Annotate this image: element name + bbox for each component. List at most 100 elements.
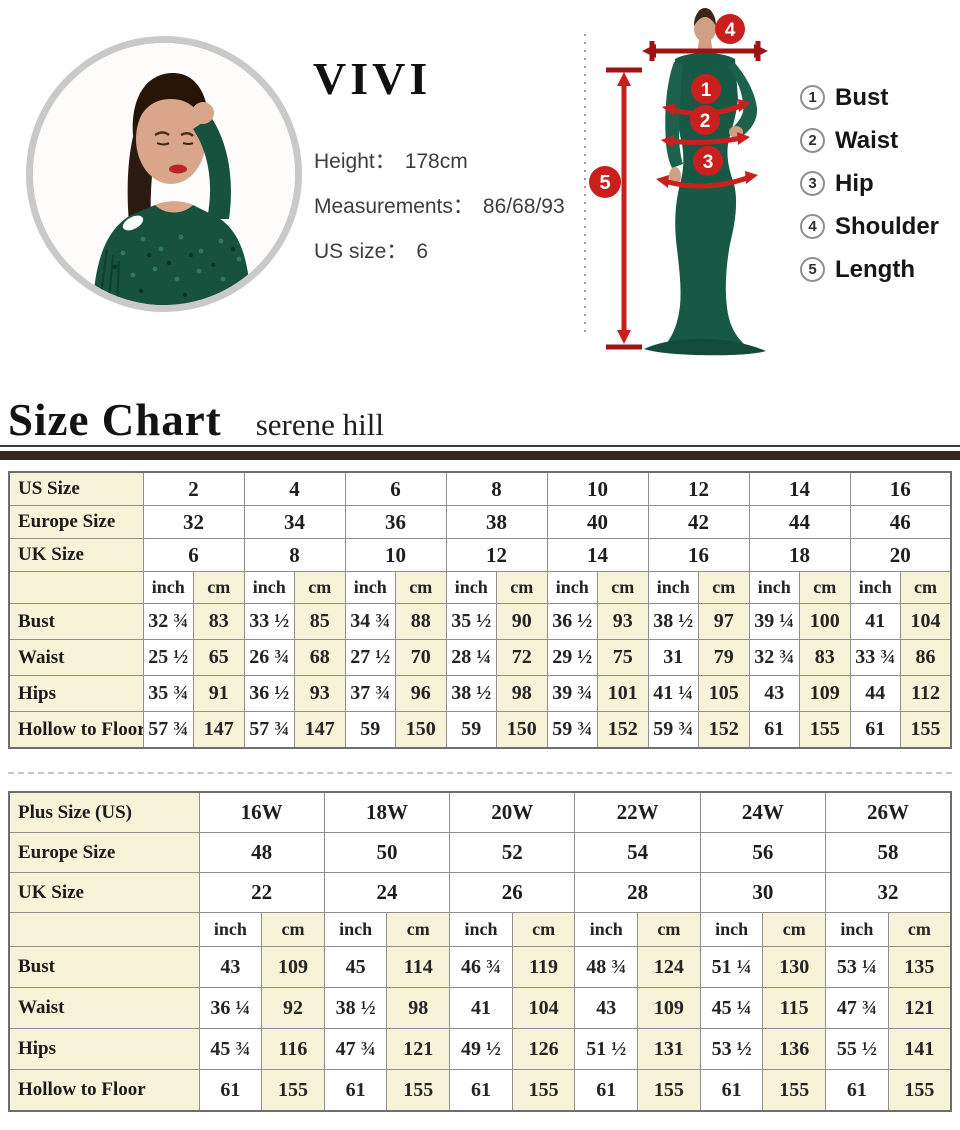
measurement-row: Waist 25 ½ 65 26 ¾ 68 27 ½ 70 28 ¼ 72 29 ½ 75 31 79 3…: [8, 639, 952, 676]
circled-number-icon: 4: [800, 214, 825, 239]
inch-value: 31: [647, 639, 699, 676]
unit-cm-header: cm: [887, 912, 952, 947]
measurement-row: Bust 32 ¾ 83 33 ½ 85 34 ¾ 88 35 ½ 90 36 ½ 93 38 ½ 97…: [8, 603, 952, 640]
cm-value: 92: [261, 987, 325, 1029]
legend-label: Shoulder: [835, 212, 940, 240]
cm-value: 116: [261, 1028, 325, 1070]
legend-label: Length: [835, 255, 915, 283]
hip-marker-circle: [693, 146, 723, 176]
cm-value: 97: [698, 603, 750, 640]
us-size-value: 6: [416, 240, 429, 263]
row-label: US Size: [8, 471, 144, 506]
legend-item-bust: 1 Bust: [800, 84, 939, 111]
size-value: 32: [142, 505, 245, 539]
measurement-row: Waist 36 ¼ 92 38 ½ 98 41 104 43 109 45 ¼ 115 47 ¾ 12…: [8, 987, 952, 1029]
unit-inch-header: inch: [449, 912, 513, 947]
inch-value: 33 ¾: [849, 639, 901, 676]
size-value: 38: [445, 505, 548, 539]
size-value: 26: [449, 872, 576, 913]
inch-value: 49 ½: [449, 1028, 513, 1070]
legend-item-length: 5 Length: [800, 256, 939, 283]
size-value: 28: [574, 872, 701, 913]
size-value: 56: [699, 832, 827, 873]
size-value: 54: [574, 832, 701, 873]
inch-value: 61: [699, 1069, 764, 1112]
size-value: 10: [546, 471, 649, 506]
row-label: Hips: [8, 1028, 200, 1070]
size-value: 20: [849, 538, 952, 572]
unit-cm-header: cm: [496, 571, 548, 604]
cm-value: 100: [799, 603, 851, 640]
inch-value: 47 ¾: [323, 1028, 388, 1070]
measurement-row: Hollow to Floor 57 ¾ 147 57 ¾ 147 59 150 59 150 5…: [8, 711, 952, 749]
thick-rule: [0, 451, 960, 460]
inch-value: 61: [198, 1069, 263, 1112]
model-photo: [26, 36, 302, 312]
cm-value: 119: [511, 946, 576, 988]
circled-number-icon: 3: [800, 171, 825, 196]
row-label: [8, 912, 200, 947]
cm-value: 83: [193, 603, 245, 640]
size-row: UK Size 22 24 26 28 30 32: [8, 872, 952, 913]
inch-value: 44: [849, 675, 901, 712]
waist-marker-number: 2: [700, 111, 711, 132]
size-value: 16W: [198, 791, 325, 833]
cm-value: 155: [799, 711, 851, 749]
inch-value: 61: [849, 711, 901, 749]
inch-value: 27 ½: [344, 639, 396, 676]
cm-value: 155: [637, 1069, 701, 1112]
row-label: [8, 571, 144, 604]
cm-value: 86: [900, 639, 952, 676]
height-label: Height：: [314, 150, 396, 173]
cm-value: 121: [386, 1028, 451, 1070]
cm-value: 131: [637, 1028, 701, 1070]
cm-value: 152: [698, 711, 750, 749]
hip-measure-arrow: [663, 174, 751, 189]
unit-cm-header: cm: [900, 571, 952, 604]
model-height: Height： 178cm: [314, 145, 468, 175]
row-label: Bust: [8, 603, 144, 640]
unit-inch-header: inch: [445, 571, 497, 604]
unit-inch-header: inch: [574, 912, 639, 947]
cm-value: 101: [597, 675, 649, 712]
inch-value: 41: [849, 603, 901, 640]
row-label: UK Size: [8, 872, 200, 913]
size-value: 20W: [449, 791, 576, 833]
inch-value: 59: [344, 711, 396, 749]
legend-item-shoulder: 4 Shoulder: [800, 213, 939, 240]
size-row: UK Size 6 8 10 12 14 16 18 20: [8, 538, 952, 572]
cm-value: 141: [887, 1028, 952, 1070]
row-label: Bust: [8, 946, 200, 988]
cm-value: 93: [294, 675, 346, 712]
legend-label: Hip: [835, 169, 874, 197]
unit-inch-header: inch: [647, 571, 699, 604]
bust-marker-number: 1: [701, 80, 712, 101]
waist-marker-circle: [690, 105, 720, 135]
model-measurements: Measurements： 86/68/93: [314, 190, 565, 220]
cm-value: 115: [762, 987, 827, 1029]
size-value: 52: [449, 832, 576, 873]
size-value: 24W: [699, 791, 827, 833]
inch-value: 25 ½: [142, 639, 194, 676]
size-value: 16: [849, 471, 952, 506]
cm-value: 152: [597, 711, 649, 749]
inch-value: 45: [323, 946, 388, 988]
inch-value: 37 ¾: [344, 675, 396, 712]
cm-value: 124: [637, 946, 701, 988]
model-photo-illustration: [33, 43, 295, 305]
size-value: 34: [243, 505, 346, 539]
inch-value: 38 ½: [323, 987, 388, 1029]
inch-value: 41: [449, 987, 513, 1029]
size-value: 50: [323, 832, 451, 873]
cm-value: 96: [395, 675, 447, 712]
unit-cm-header: cm: [261, 912, 325, 947]
size-value: 48: [198, 832, 325, 873]
inch-value: 39 ¼: [748, 603, 800, 640]
page-title: Size Chart: [8, 395, 222, 445]
unit-inch-header: inch: [699, 912, 764, 947]
size-value: 58: [825, 832, 952, 873]
size-row: Europe Size 48 50 52 54 56 58: [8, 832, 952, 873]
unit-inch-header: inch: [198, 912, 263, 947]
inch-value: 29 ½: [546, 639, 598, 676]
